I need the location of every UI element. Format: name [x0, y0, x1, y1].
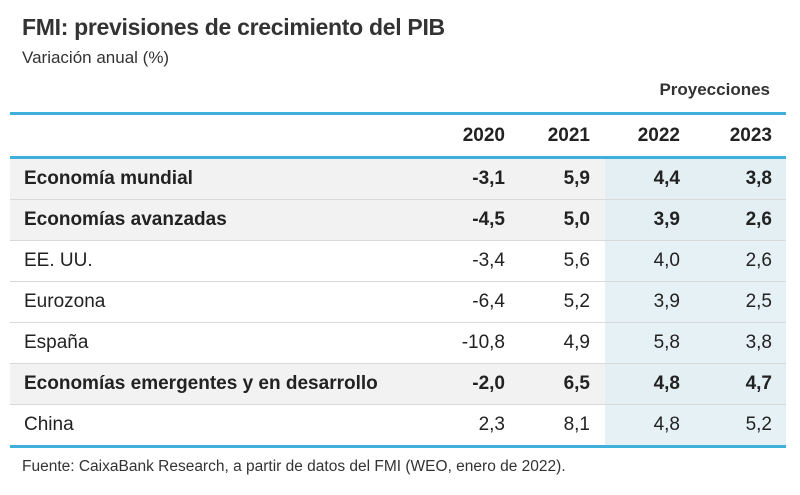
projection-shading	[605, 200, 786, 240]
table-title: FMI: previsiones de crecimiento del PIB	[22, 14, 445, 40]
source-note: Fuente: CaixaBank Research, a partir de …	[22, 458, 566, 475]
projection-shading	[605, 405, 786, 445]
cell-value: 4,7	[745, 373, 772, 394]
column-header: 2020	[462, 124, 505, 146]
projection-shading	[605, 159, 786, 199]
table-body: Economía mundial -3,1 5,9 4,4 3,8 Economías a…	[10, 159, 786, 445]
projection-shading	[605, 241, 786, 281]
table-row: Economías emergentes y en desarrollo -2,0…	[10, 364, 786, 405]
cell-value: 5,6	[563, 250, 590, 271]
cell-value: 4,8	[653, 414, 680, 435]
table-row: Economías avanzadas -4,5 5,0 3,9 2,6	[10, 200, 786, 241]
cell-value: 3,9	[653, 209, 680, 230]
cell-value: 6,5	[563, 373, 590, 394]
projection-shading	[605, 323, 786, 363]
cell-value: 4,9	[563, 332, 590, 353]
table-subtitle: Variación anual (%)	[22, 48, 170, 67]
projections-label: Proyecciones	[659, 80, 770, 99]
cell-value: 2,6	[745, 209, 772, 230]
table-row: Economía mundial -3,1 5,9 4,4 3,8	[10, 159, 786, 200]
cell-value: 2,3	[478, 414, 505, 435]
row-label: Economías avanzadas	[24, 209, 227, 230]
cell-value: -6,4	[472, 291, 505, 312]
cell-value: 5,8	[653, 332, 680, 353]
cell-value: -3,1	[472, 168, 505, 189]
header-rule	[10, 156, 786, 159]
cell-value: 3,8	[745, 332, 772, 353]
cell-value: -4,5	[472, 209, 505, 230]
cell-value: 4,8	[653, 373, 680, 394]
column-header: 2022	[637, 124, 680, 146]
header-row: 2020 2021 2022 2023	[10, 115, 786, 156]
row-label: Economía mundial	[24, 168, 193, 189]
table-row: EE. UU. -3,4 5,6 4,0 2,6	[10, 241, 786, 282]
cell-value: 2,6	[745, 250, 772, 271]
cell-value: -3,4	[472, 250, 505, 271]
cell-value: 5,2	[745, 414, 772, 435]
top-rule	[10, 112, 786, 115]
table-row: España -10,8 4,9 5,8 3,8	[10, 323, 786, 364]
column-header: 2021	[547, 124, 590, 146]
cell-value: 5,0	[563, 209, 590, 230]
projection-shading	[605, 282, 786, 322]
growth-table: 2020 2021 2022 2023 Economía mundial -3,1…	[10, 112, 786, 448]
cell-value: 5,9	[563, 168, 590, 189]
table-row: China 2,3 8,1 4,8 5,2	[10, 405, 786, 445]
cell-value: -2,0	[472, 373, 505, 394]
cell-value: 2,5	[745, 291, 772, 312]
bottom-rule	[10, 445, 786, 448]
column-header: 2023	[729, 124, 772, 146]
row-label: China	[24, 414, 74, 435]
cell-value: 4,0	[653, 250, 680, 271]
cell-value: 8,1	[563, 414, 590, 435]
row-label: Eurozona	[24, 291, 106, 312]
row-label: España	[24, 332, 89, 353]
cell-value: 3,9	[653, 291, 680, 312]
cell-value: 3,8	[745, 168, 772, 189]
table-row: Eurozona -6,4 5,2 3,9 2,5	[10, 282, 786, 323]
projection-shading	[605, 364, 786, 404]
cell-value: -10,8	[461, 332, 505, 353]
cell-value: 5,2	[563, 291, 590, 312]
row-label: Economías emergentes y en desarrollo	[24, 373, 378, 394]
cell-value: 4,4	[653, 168, 680, 189]
row-label: EE. UU.	[24, 250, 93, 271]
